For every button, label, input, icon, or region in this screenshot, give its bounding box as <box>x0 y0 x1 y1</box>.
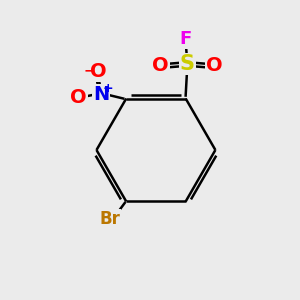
Text: Br: Br <box>99 210 120 228</box>
Text: S: S <box>180 54 195 74</box>
Text: F: F <box>179 30 192 48</box>
Text: O: O <box>152 56 169 75</box>
Text: O: O <box>90 62 106 81</box>
Text: −: − <box>84 64 95 78</box>
Text: N: N <box>93 85 109 104</box>
Text: +: + <box>103 82 114 95</box>
Text: O: O <box>206 56 222 75</box>
Text: O: O <box>70 88 87 106</box>
